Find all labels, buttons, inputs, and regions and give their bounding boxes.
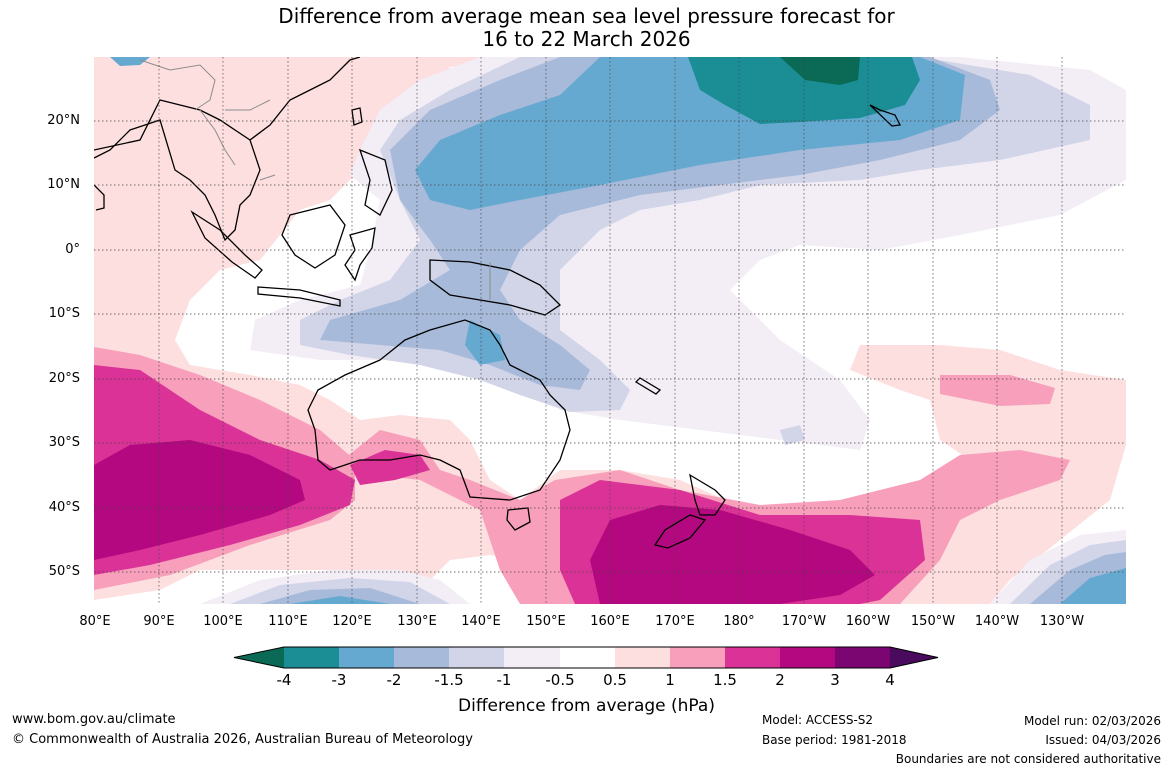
colorbar-tick-label: 1.5: [713, 671, 737, 689]
colorbar-swatch: [615, 647, 670, 668]
lat-label: 0°: [65, 242, 80, 257]
lat-label: 30°S: [48, 435, 80, 450]
colorbar-tick-label: -3: [331, 671, 347, 689]
colorbar-swatch: [560, 647, 615, 668]
colorbar-tick-label: -2: [386, 671, 402, 689]
lon-label: 130°E: [397, 614, 437, 629]
colorbar-swatch: [449, 647, 504, 668]
lon-label: 140°W: [974, 614, 1020, 629]
lat-label: 20°N: [47, 113, 80, 128]
anomaly-m4-region: [780, 57, 860, 85]
lon-label: 100°E: [203, 614, 243, 629]
lon-label: 110°E: [268, 614, 308, 629]
colorbar-tick-label: -0.5: [545, 671, 575, 689]
anomaly-p2-region-south: [590, 505, 875, 604]
colorbar-swatch: [725, 647, 780, 668]
philippines-coastline: [358, 148, 393, 216]
taiwan-coastline: [351, 107, 363, 126]
lon-label: 150°W: [910, 614, 956, 629]
australia-coastline: [307, 319, 571, 501]
footer-issued: Issued: 04/03/2026: [1045, 733, 1161, 747]
colorbar-tick-label: -4: [276, 671, 292, 689]
colorbar-outline: [233, 646, 939, 669]
colorbar-swatch: [670, 647, 725, 668]
colorbar-tick-label: 0.5: [603, 671, 627, 689]
colorbar-swatch: [339, 647, 394, 668]
graticule: [94, 57, 1126, 604]
colorbar-swatch: [504, 647, 560, 668]
lat-label: 20°S: [48, 371, 80, 386]
map-title-line-2: 16 to 22 March 2026: [482, 27, 691, 51]
colorbar-swatch: [394, 647, 449, 668]
colorbar-tick-label: 4: [885, 671, 895, 689]
lon-label: 180°: [723, 614, 755, 629]
footer-copyright: © Commonwealth of Australia 2026, Austra…: [12, 732, 473, 747]
colorbar-swatch: [780, 647, 835, 668]
lon-label: 160°W: [845, 614, 891, 629]
colorbar-tick-label: -1.5: [434, 671, 464, 689]
new-caledonia-coastline: [634, 377, 662, 395]
lat-label: 10°S: [48, 306, 80, 321]
colorbar-tick-label: 2: [775, 671, 785, 689]
new-zealand-south-coastline: [653, 514, 707, 549]
lon-label: 160°E: [590, 614, 630, 629]
lon-label: 80°E: [79, 614, 111, 629]
anomaly-m2-south-east: [1060, 568, 1126, 604]
lon-label: 90°E: [143, 614, 175, 629]
footer-url[interactable]: www.bom.gov.au/climate: [12, 712, 176, 727]
map-title-line-1: Difference from average mean sea level p…: [278, 4, 895, 28]
new-guinea-coastline: [429, 259, 562, 316]
lon-label: 150°E: [526, 614, 566, 629]
colorbar-extend-low: [234, 647, 284, 668]
footer-model-run: Model run: 02/03/2026: [1023, 714, 1161, 728]
anomaly-m2-south-west: [290, 596, 390, 604]
lat-label: 10°N: [47, 177, 80, 192]
anomaly-p05-region-north: [94, 57, 480, 230]
lon-label: 170°W: [781, 614, 827, 629]
lat-label: 50°S: [48, 564, 80, 579]
footer-model: Model: ACCESS-S2: [762, 713, 874, 727]
lon-label: 140°E: [461, 614, 501, 629]
sulawesi-coastline: [344, 227, 376, 282]
colorbar-tick-label: -1: [496, 671, 512, 689]
anomaly-m2-northwest-corner: [110, 57, 150, 66]
lon-label: 170°E: [655, 614, 695, 629]
colorbar-swatch: [835, 647, 890, 668]
tasmania-coastline: [506, 507, 531, 531]
colorbar-swatch: [284, 647, 339, 668]
borneo-coastline: [281, 204, 346, 269]
new-zealand-north-coastline: [689, 473, 726, 516]
country-borders: [139, 59, 491, 300]
lat-label: 40°S: [48, 500, 80, 515]
colorbar-tick-label: 1: [665, 671, 675, 689]
anomaly-p1-region-east: [940, 375, 1055, 406]
colorbar-extend-high: [890, 647, 938, 668]
colorbar-tick-label: 3: [830, 671, 840, 689]
lon-label: 120°E: [332, 614, 372, 629]
anomaly-m2-small: [465, 320, 505, 365]
hawaii-coastline: [869, 104, 901, 127]
footer-disclaimer: Boundaries are not considered authoritat…: [895, 752, 1161, 766]
anomaly-p2-region-west: [94, 440, 305, 560]
sri-lanka-coastline: [94, 184, 105, 211]
anomaly-m1-patch: [780, 425, 805, 445]
sumatra-coastline: [190, 210, 263, 279]
china-coastline: [249, 57, 361, 141]
java-coastline: [257, 286, 341, 307]
colorbar-title: Difference from average (hPa): [458, 696, 715, 716]
footer-base-period: Base period: 1981-2018: [762, 733, 907, 747]
anomaly-p15-small: [350, 450, 430, 485]
lon-label: 130°W: [1039, 614, 1085, 629]
